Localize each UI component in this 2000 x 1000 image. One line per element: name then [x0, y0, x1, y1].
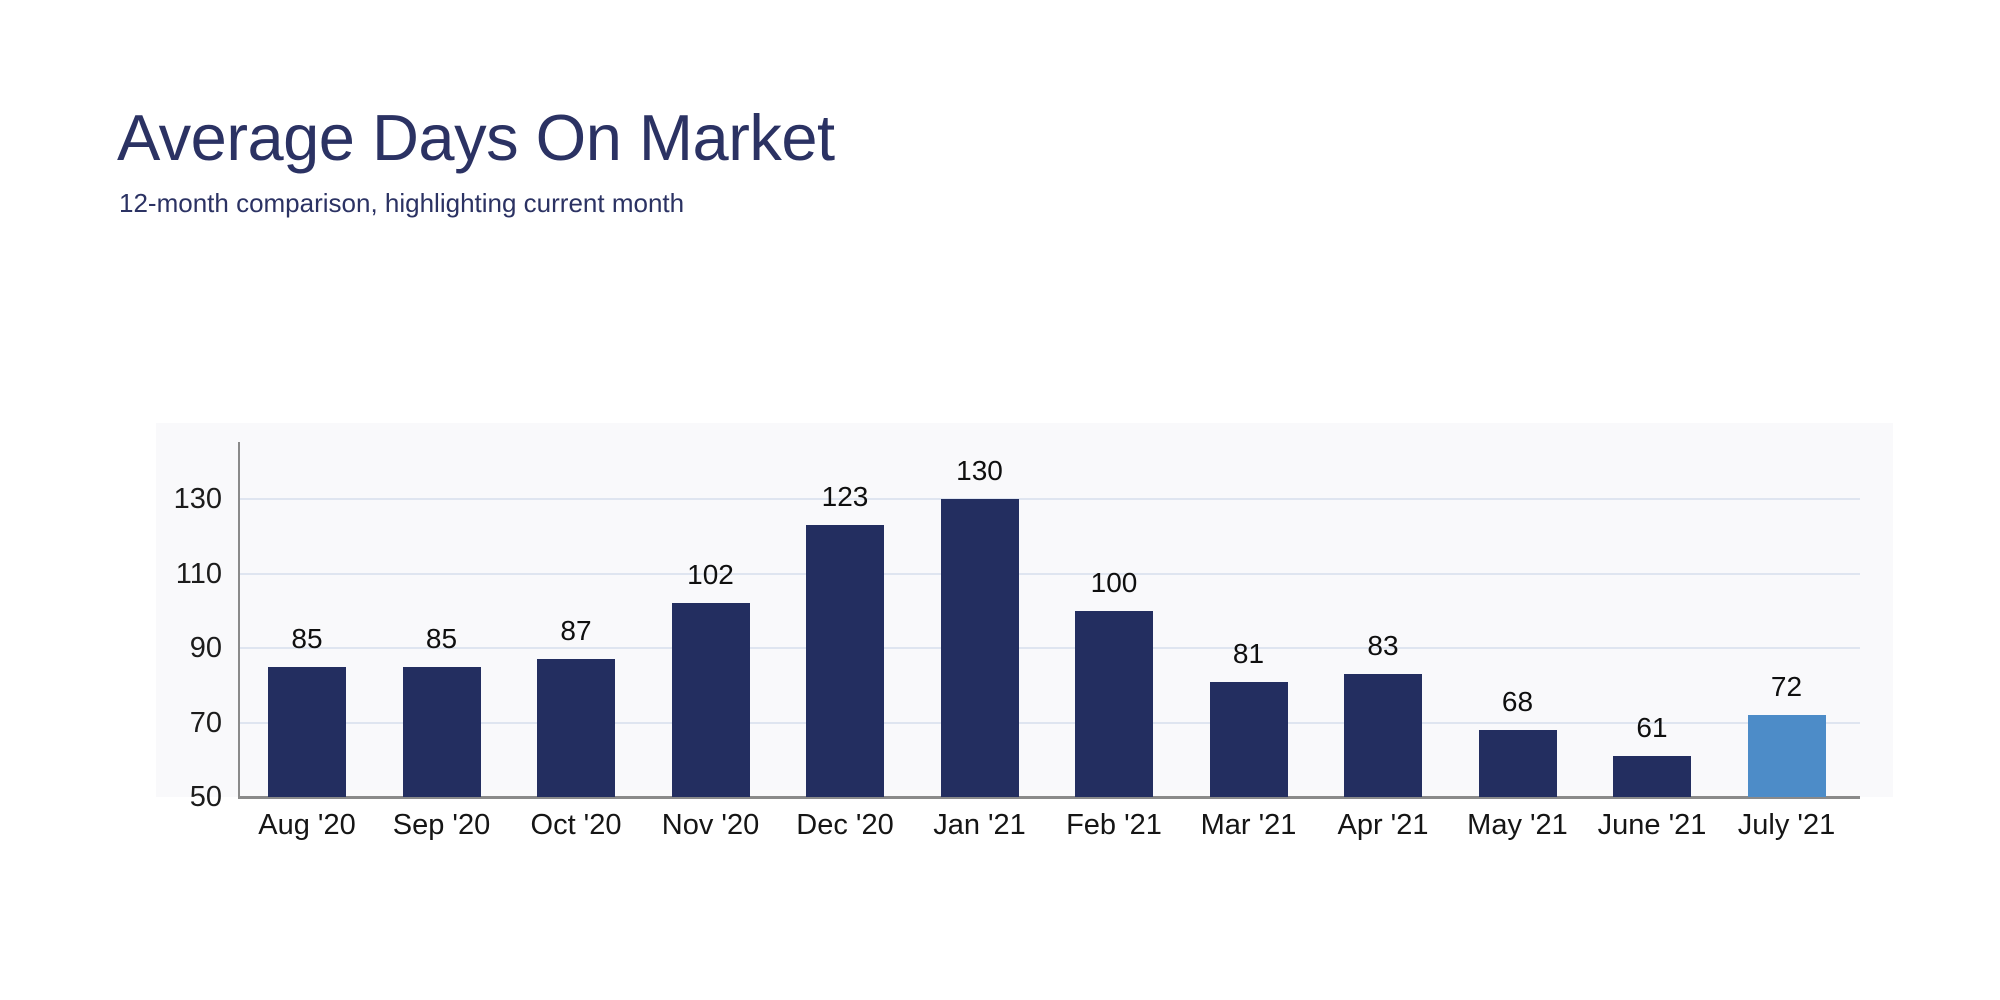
bar-aug-20	[268, 666, 346, 797]
x-axis-label-aug-20: Aug '20	[258, 809, 356, 841]
bar-jan-21	[940, 499, 1019, 797]
y-tick-label-130: 130	[173, 483, 222, 515]
x-axis-line	[238, 796, 1860, 799]
gridline-110	[239, 572, 1860, 575]
bar-value-label-feb-21: 100	[1090, 566, 1138, 598]
bar-value-label-aug-20: 85	[291, 622, 323, 654]
x-axis-label-apr-21: Apr '21	[1337, 809, 1429, 841]
bar-dec-20	[806, 525, 884, 797]
bar-june-21	[1613, 756, 1691, 797]
bar-sep-20	[402, 666, 481, 797]
y-tick-label-90: 90	[189, 632, 222, 664]
bar-feb-21	[1075, 610, 1153, 797]
x-axis-label-feb-21: Feb '21	[1066, 809, 1162, 841]
bar-value-label-nov-20: 102	[687, 559, 734, 591]
bar-nov-20	[671, 603, 750, 797]
bar-value-label-sep-20: 85	[425, 622, 458, 654]
x-axis-label-july-21: July '21	[1737, 809, 1836, 841]
x-axis-label-mar-21: Mar '21	[1200, 809, 1297, 841]
y-tick-label-50: 50	[189, 781, 222, 813]
y-tick-label-110: 110	[175, 557, 222, 590]
bar-may-21	[1478, 729, 1557, 797]
y-tick-label-70: 70	[189, 706, 222, 739]
gridline-70	[239, 721, 1860, 724]
gridline-90	[239, 647, 1860, 649]
bar-value-label-june-21: 61	[1636, 712, 1668, 744]
bar-mar-21	[1209, 681, 1288, 797]
bar-value-label-mar-21: 81	[1232, 637, 1265, 669]
bar-value-label-may-21: 68	[1501, 685, 1534, 717]
x-axis-label-may-21: May '21	[1467, 809, 1568, 841]
x-axis-label-oct-20: Oct '20	[530, 809, 622, 841]
chart-subtitle: 12-month comparison, highlighting curren…	[119, 188, 685, 218]
bar-value-label-oct-20: 87	[560, 615, 592, 647]
y-axis-line	[238, 442, 240, 799]
bar-value-label-jan-21: 130	[956, 455, 1003, 486]
x-axis-label-june-21: June '21	[1597, 809, 1707, 841]
bar-july-21	[1747, 715, 1826, 797]
bar-oct-20	[537, 659, 615, 797]
bar-value-label-july-21: 72	[1770, 671, 1803, 703]
bar-apr-21	[1344, 674, 1422, 797]
chart-title: Average Days On Market	[117, 101, 835, 174]
x-axis-label-sep-20: Sep '20	[392, 809, 491, 841]
x-axis-label-nov-20: Nov '20	[661, 809, 760, 841]
gridline-130	[239, 498, 1860, 500]
x-axis-label-jan-21: Jan '21	[933, 809, 1026, 841]
bar-value-label-dec-20: 123	[821, 481, 869, 513]
x-axis-label-dec-20: Dec '20	[796, 809, 894, 841]
bar-value-label-apr-21: 83	[1367, 630, 1399, 662]
